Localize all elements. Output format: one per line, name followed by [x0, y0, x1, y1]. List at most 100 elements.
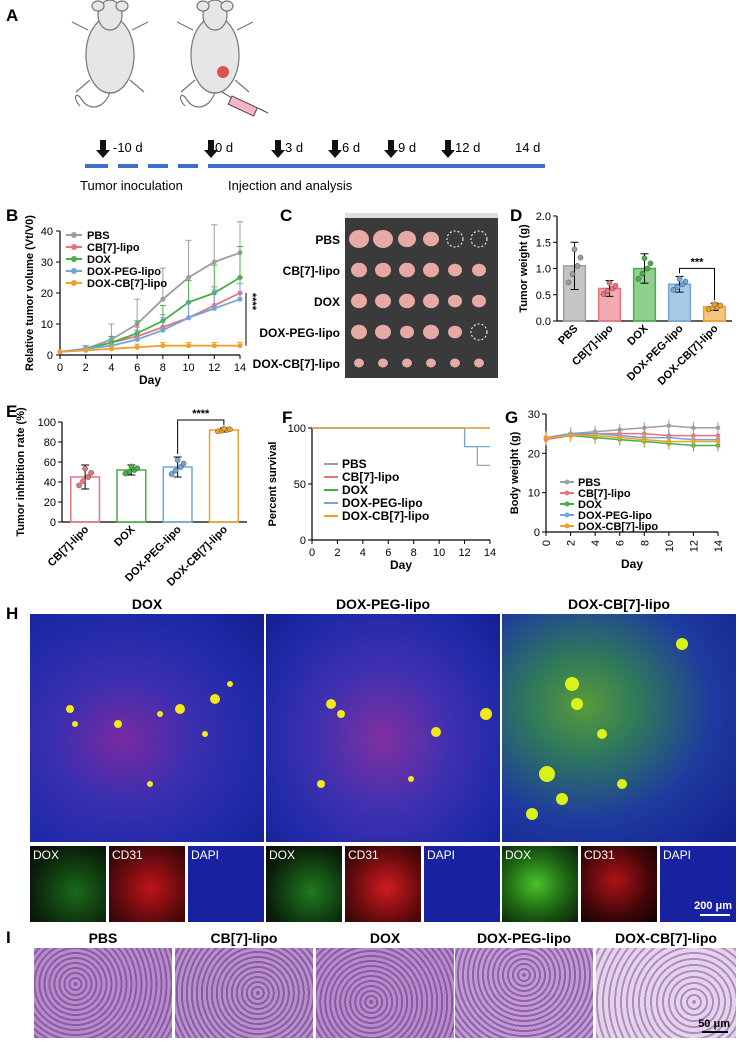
timeline-label-0: 0 d	[215, 140, 233, 155]
i-scalebar	[702, 1031, 728, 1033]
tumor-icon	[400, 325, 414, 339]
i-scalebar-label: 50 μm	[698, 1018, 730, 1030]
x-tick-label: 12	[688, 540, 700, 552]
x-tick-label: 10	[182, 362, 194, 374]
data-point	[682, 278, 689, 285]
data-point	[160, 327, 166, 333]
x-axis-label: Day	[621, 557, 643, 571]
data-point	[644, 265, 651, 272]
data-point	[670, 286, 677, 293]
data-point	[88, 470, 94, 476]
data-point	[717, 302, 724, 309]
channel-label: DAPI	[663, 848, 692, 862]
data-point	[237, 275, 243, 280]
x-tick-label: CB[7]-lipo	[46, 523, 92, 569]
x-tick-label: 8	[639, 540, 651, 546]
i-title-dox-peg: DOX-PEG-lipo	[476, 930, 572, 946]
data-point	[568, 433, 573, 438]
data-point	[211, 259, 217, 265]
channel-label: CD31	[112, 848, 143, 862]
x-tick-label: 14	[234, 362, 246, 374]
data-point	[641, 255, 648, 262]
data-point	[211, 343, 217, 349]
tumor-icon	[351, 324, 367, 340]
panel-label-d: D	[510, 206, 523, 225]
tumor-icon	[423, 262, 439, 278]
y-tick-label: 20	[44, 497, 56, 509]
channel-label: DOX	[33, 848, 60, 862]
data-point	[108, 346, 114, 352]
h-title-dox-cb7: DOX-CB[7]-lipo	[568, 596, 670, 612]
x-tick-label: 14	[484, 547, 496, 559]
data-point	[574, 263, 581, 269]
he-image-dox	[316, 948, 454, 1038]
data-point	[691, 425, 696, 431]
sig-label: ****	[192, 408, 210, 420]
legend-label: DOX-PEG-lipo	[578, 510, 652, 522]
x-tick-label: 8	[411, 547, 417, 559]
data-point	[606, 280, 613, 286]
channel-label: CD31	[348, 848, 379, 862]
data-point	[128, 463, 135, 470]
data-point	[160, 343, 166, 349]
x-tick-label: DOX	[625, 322, 651, 348]
data-point	[600, 291, 607, 297]
he-image-dox-peg	[455, 948, 593, 1038]
tumor-icon	[351, 293, 367, 309]
photo-row-label: DOX	[313, 295, 340, 309]
channel-peg-dox: DOX	[266, 846, 342, 922]
y-tick-label: 60	[44, 457, 56, 469]
empty-slot-icon	[470, 230, 488, 248]
data-point	[172, 467, 179, 474]
y-tick-label: 20	[41, 288, 53, 300]
channel-cb7-dapi: DAPI 200 μm	[660, 846, 736, 922]
chart-e: 0 20 40 60 80 100 Tumor inhibition rate (%) CB[…	[15, 407, 247, 589]
y-tick-label: 10	[41, 319, 53, 331]
x-tick-label: 8	[160, 362, 166, 374]
legend-label: CB[7]-lipo	[87, 242, 140, 254]
data-point	[565, 279, 572, 286]
mouse-2-icon	[176, 0, 254, 108]
legend-marker	[564, 490, 570, 496]
down-arrow-icon	[384, 140, 398, 158]
tumor-icon	[448, 294, 462, 308]
channel-peg-cd31: CD31	[345, 846, 421, 922]
x-tick-label: 0	[57, 362, 63, 374]
empty-slot-icon	[446, 230, 464, 248]
legend-marker	[564, 512, 570, 518]
dox-peg-hotspots	[317, 699, 492, 788]
data-point	[186, 315, 192, 321]
photo-row-label: DOX-CB[7]-lipo	[252, 357, 340, 371]
bar	[208, 429, 239, 523]
data-point	[641, 437, 647, 442]
channel-cb7-cd31: CD31	[581, 846, 657, 922]
legend-marker	[564, 479, 570, 485]
panel-label-f: F	[282, 408, 293, 427]
data-point	[80, 478, 86, 484]
mouse-illustrations	[71, 0, 269, 117]
y-axis-label: Percent survival	[267, 442, 279, 527]
data-point	[604, 288, 611, 295]
merged-image-dox	[30, 614, 264, 842]
timeline-label-3: 3 d	[285, 140, 303, 155]
merged-image-dox-peg	[266, 614, 500, 842]
y-tick-label: 0.0	[536, 316, 551, 328]
legend-label: DOX	[578, 499, 603, 511]
x-tick-label: PBS	[556, 323, 580, 347]
tumor-icon	[354, 358, 364, 368]
down-arrow-icon	[328, 140, 342, 158]
data-point	[174, 457, 181, 463]
tumor-icon	[373, 230, 393, 248]
data-point	[168, 471, 175, 477]
phase-2-label: Injection and analysis	[228, 178, 353, 193]
chart-b: 0 10 20 30 40 0 2 4 6 8 10 12 14 Day Relative tumor vo…	[24, 215, 258, 387]
y-tick-label: 20	[528, 448, 540, 460]
channel-label: CD31	[584, 848, 615, 862]
x-tick-label: 4	[360, 547, 366, 559]
tumor-icon	[217, 66, 229, 78]
data-point	[715, 425, 721, 431]
y-axis-label: Body weight (g)	[509, 431, 521, 514]
y-tick-label: 50	[294, 479, 306, 491]
data-point	[639, 270, 646, 277]
legend-label: PBS	[87, 230, 110, 242]
